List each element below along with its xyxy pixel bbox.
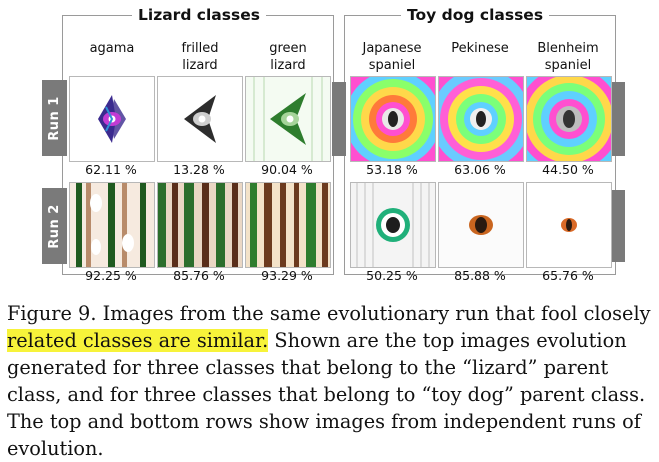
caption-lead: Figure 9. Images from the same evolution… bbox=[7, 302, 651, 325]
row-label-run-1: Run 1 bbox=[47, 95, 62, 141]
dog-group-title: Toy dog classes bbox=[401, 6, 550, 24]
class-label-green-lizard: green lizard bbox=[269, 41, 307, 73]
image-frilled-lizard-run-1 bbox=[157, 76, 243, 162]
class-label-japanese-spaniel: Japanese spaniel bbox=[362, 41, 422, 73]
figure-caption: Figure 9. Images from the same evolution… bbox=[7, 300, 657, 462]
image-blenheim-spaniel-run-1 bbox=[526, 76, 612, 162]
class-label-pekinese: Pekinese bbox=[451, 41, 509, 56]
score-frilled-lizard-run-2: 85.76 % bbox=[173, 268, 225, 283]
score-japanese-spaniel-run-2: 50.25 % bbox=[366, 268, 418, 283]
image-frilled-lizard-run-2 bbox=[157, 182, 243, 268]
image-japanese-spaniel-run-1 bbox=[350, 76, 436, 162]
image-green-lizard-run-2 bbox=[245, 182, 331, 268]
edge-bar-right-run-1 bbox=[611, 82, 625, 156]
class-label-frilled-lizard: frilled lizard bbox=[181, 41, 219, 73]
edge-bar-right-run-2 bbox=[611, 190, 625, 262]
image-japanese-spaniel-run-2 bbox=[350, 182, 436, 268]
image-blenheim-spaniel-run-2 bbox=[526, 182, 612, 268]
image-green-lizard-run-1 bbox=[245, 76, 331, 162]
row-tab-run-1: Run 1 bbox=[42, 80, 67, 156]
image-agama-run-2 bbox=[69, 182, 155, 268]
edge-bar-left-run-1 bbox=[332, 82, 346, 156]
score-frilled-lizard-run-1: 13.28 % bbox=[173, 162, 225, 177]
score-agama-run-2: 92.25 % bbox=[85, 268, 137, 283]
row-tab-run-2: Run 2 bbox=[42, 188, 67, 264]
score-japanese-spaniel-run-1: 53.18 % bbox=[366, 162, 418, 177]
caption-rest: Shown are the top images evolution gener… bbox=[7, 329, 646, 460]
row-label-run-2: Run 2 bbox=[47, 203, 62, 249]
image-agama-run-1 bbox=[69, 76, 155, 162]
score-agama-run-1: 62.11 % bbox=[85, 162, 137, 177]
image-pekinese-run-2 bbox=[438, 182, 524, 268]
score-blenheim-spaniel-run-2: 65.76 % bbox=[542, 268, 594, 283]
class-label-agama: agama bbox=[89, 41, 135, 56]
class-label-blenheim-spaniel: Blenheim spaniel bbox=[537, 41, 599, 73]
lizard-group-title: Lizard classes bbox=[132, 6, 266, 24]
score-pekinese-run-1: 63.06 % bbox=[454, 162, 506, 177]
score-green-lizard-run-1: 90.04 % bbox=[261, 162, 313, 177]
image-pekinese-run-1 bbox=[438, 76, 524, 162]
score-pekinese-run-2: 85.88 % bbox=[454, 268, 506, 283]
score-green-lizard-run-2: 93.29 % bbox=[261, 268, 313, 283]
score-blenheim-spaniel-run-1: 44.50 % bbox=[542, 162, 594, 177]
caption-highlight: related classes are similar. bbox=[7, 329, 269, 352]
